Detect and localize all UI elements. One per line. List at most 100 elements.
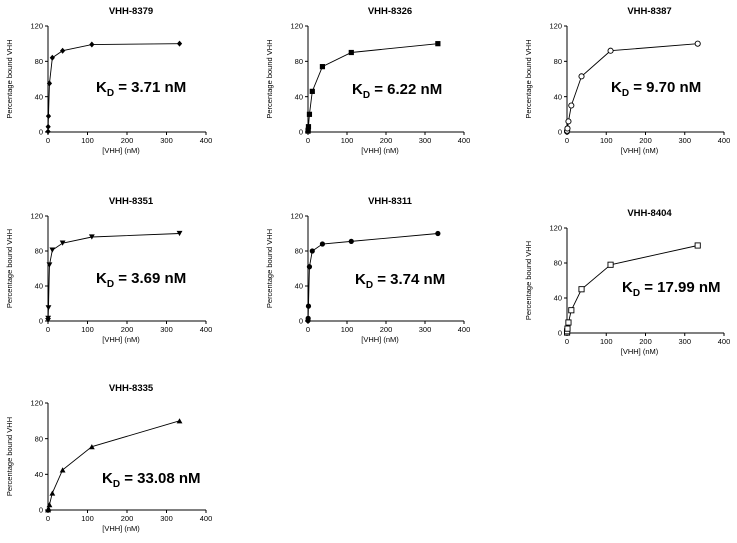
x-tick-label: 0 (46, 325, 50, 334)
data-point (306, 264, 313, 270)
x-tick-label: 0 (46, 136, 50, 145)
x-tick-label: 400 (458, 325, 471, 334)
chart-title: VHH-8311 (368, 196, 413, 207)
chart-vhh-8326: VHH-8326 0 40 80 120 0 100 200 300 400 [VHH] (nM) P… (265, 6, 470, 155)
data-point (45, 128, 51, 135)
kd-annotation: KD = 33.08 nM (102, 470, 201, 490)
data-point (564, 325, 571, 332)
x-axis-label: [VHH] (nM) (621, 347, 659, 356)
data-point (305, 315, 311, 321)
kd-annotation: KD = 17.99 nM (622, 279, 721, 299)
chart-title: VHH-8404 (627, 208, 672, 219)
kd-annotation: KD = 6.22 nM (352, 81, 442, 101)
data-point (59, 240, 66, 246)
data-point (49, 247, 56, 253)
chart-vhh-8379: VHH-8379 0 40 80 120 0 100 200 300 400 [VHH] (nM) P… (5, 6, 212, 155)
data-point (45, 315, 52, 321)
y-tick-label: 120 (30, 399, 43, 408)
y-axis-label: Percentage bound VHH (265, 229, 274, 308)
x-tick-label: 100 (81, 136, 94, 145)
x-tick-label: 0 (306, 136, 310, 145)
y-tick-label: 120 (30, 212, 43, 221)
y-tick-label: 80 (35, 247, 43, 256)
x-tick-label: 200 (380, 136, 393, 145)
x-tick-label: 300 (160, 136, 173, 145)
kd-value: = 17.99 nM (640, 279, 720, 296)
kd-symbol: K (96, 79, 107, 96)
data-point (564, 125, 571, 132)
data-point (607, 47, 614, 54)
data-point (348, 49, 354, 56)
data-point (565, 319, 572, 326)
data-point (45, 123, 51, 130)
kd-subscript: D (107, 279, 114, 290)
kd-subscript: D (107, 88, 114, 99)
x-tick-label: 400 (200, 136, 213, 145)
y-tick-label: 0 (558, 128, 562, 137)
x-tick-label: 200 (380, 325, 393, 334)
data-point (88, 234, 95, 240)
y-tick-label: 40 (554, 294, 562, 303)
x-axis-label: [VHH] (nM) (361, 146, 399, 155)
kd-subscript: D (366, 280, 373, 291)
x-tick-label: 100 (341, 136, 354, 145)
kd-value: = 3.69 nM (114, 270, 186, 287)
y-tick-label: 120 (290, 212, 303, 221)
data-point (305, 303, 312, 309)
data-point (319, 64, 326, 70)
x-tick-label: 100 (81, 514, 94, 523)
y-axis-label: Percentage bound VHH (5, 39, 14, 118)
data-point (45, 505, 52, 511)
y-axis-label: Percentage bound VHH (524, 241, 533, 320)
x-tick-label: 400 (718, 136, 731, 145)
y-axis-label: Percentage bound VHH (524, 39, 533, 118)
data-point (49, 54, 55, 61)
data-point (578, 73, 585, 80)
y-tick-label: 80 (554, 57, 562, 66)
y-tick-label: 40 (295, 282, 303, 291)
data-point (305, 124, 312, 130)
x-tick-label: 0 (46, 514, 50, 523)
data-point (46, 262, 53, 268)
data-point (49, 490, 56, 496)
kd-annotation: KD = 3.74 nM (355, 271, 445, 291)
kd-symbol: K (622, 279, 633, 296)
x-tick-label: 300 (160, 325, 173, 334)
x-tick-label: 400 (200, 325, 213, 334)
chart-vhh-8335: VHH-8335 0 40 80 120 0 100 200 300 400 [VHH] (nM) P… (5, 383, 212, 533)
x-tick-label: 0 (306, 325, 310, 334)
data-point (319, 241, 326, 247)
x-tick-label: 0 (565, 136, 569, 145)
y-tick-label: 40 (295, 92, 303, 101)
x-tick-label: 300 (160, 514, 173, 523)
y-tick-label: 80 (295, 247, 303, 256)
y-tick-label: 40 (35, 470, 43, 479)
kd-symbol: K (96, 270, 107, 287)
kd-symbol: K (352, 81, 363, 98)
y-tick-label: 0 (39, 128, 43, 137)
data-point (578, 286, 585, 293)
chart-title: VHH-8335 (109, 383, 154, 394)
kd-subscript: D (633, 288, 640, 299)
y-tick-label: 80 (295, 57, 303, 66)
chart-title: VHH-8326 (368, 6, 412, 17)
data-point (309, 88, 315, 94)
kd-symbol: K (611, 79, 622, 96)
y-tick-label: 0 (39, 506, 43, 515)
x-tick-label: 400 (200, 514, 213, 523)
y-tick-label: 120 (549, 224, 562, 233)
kd-annotation: KD = 3.69 nM (96, 270, 186, 290)
data-point (88, 444, 95, 450)
x-axis-label: [VHH] (nM) (102, 146, 140, 155)
x-axis-label: [VHH] (nM) (102, 335, 140, 344)
x-tick-label: 400 (718, 337, 731, 346)
data-point (565, 118, 572, 125)
series-line (47, 420, 180, 511)
x-axis-label: [VHH] (nM) (621, 146, 659, 155)
x-tick-label: 400 (458, 136, 471, 145)
chart-vhh-8351: VHH-8351 0 40 80 120 0 100 200 300 400 [VHH] (nM) P… (5, 196, 212, 344)
kd-value: = 3.74 nM (373, 271, 445, 288)
y-axis-label: Percentage bound VHH (265, 39, 274, 118)
x-tick-label: 200 (121, 136, 134, 145)
